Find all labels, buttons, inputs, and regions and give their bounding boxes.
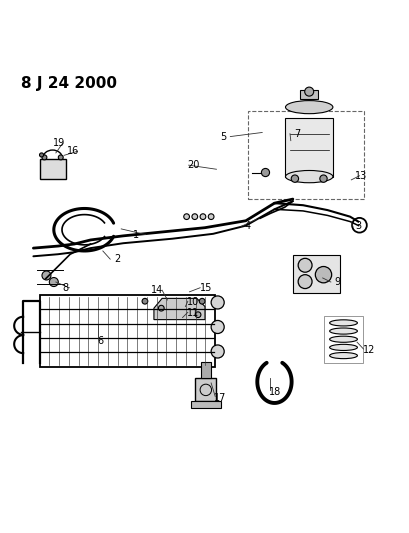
Circle shape [297, 259, 311, 272]
Circle shape [58, 155, 63, 160]
Circle shape [211, 320, 224, 334]
Circle shape [290, 175, 298, 182]
Text: 19: 19 [52, 138, 65, 148]
Circle shape [158, 305, 164, 311]
Text: 9: 9 [334, 277, 340, 287]
Ellipse shape [329, 344, 357, 351]
Text: 3: 3 [354, 221, 360, 231]
Bar [200, 362, 210, 378]
Circle shape [208, 214, 213, 220]
Circle shape [319, 175, 326, 182]
Text: 4: 4 [244, 221, 250, 231]
Bar [195, 378, 216, 401]
Text: 13: 13 [354, 171, 366, 181]
Text: 6: 6 [97, 336, 103, 346]
Ellipse shape [329, 328, 357, 334]
Circle shape [183, 214, 189, 220]
Bar [247, 111, 364, 199]
Text: 16: 16 [67, 146, 79, 156]
Text: 15: 15 [199, 282, 211, 293]
Circle shape [42, 271, 51, 280]
Circle shape [195, 312, 200, 318]
Bar [39, 159, 66, 179]
Circle shape [200, 214, 205, 220]
Bar [285, 118, 332, 176]
Text: 1: 1 [132, 230, 138, 240]
Circle shape [261, 168, 269, 176]
Ellipse shape [329, 336, 357, 342]
Text: 11: 11 [187, 309, 199, 319]
Bar [39, 295, 215, 367]
Text: 10: 10 [187, 297, 199, 308]
Text: 7: 7 [293, 128, 299, 139]
Polygon shape [153, 298, 204, 320]
Text: 20: 20 [187, 160, 199, 170]
Circle shape [304, 87, 313, 96]
Circle shape [211, 296, 224, 309]
Ellipse shape [285, 101, 332, 114]
Circle shape [191, 214, 197, 220]
Text: 12: 12 [362, 345, 375, 356]
Polygon shape [292, 255, 339, 293]
Text: 5: 5 [220, 132, 226, 142]
Text: 17: 17 [214, 393, 226, 403]
Circle shape [49, 278, 58, 287]
Text: 8 J 24 2000: 8 J 24 2000 [21, 77, 117, 92]
Circle shape [211, 345, 224, 358]
Bar [324, 316, 362, 362]
Text: 8: 8 [62, 282, 68, 293]
Text: 2: 2 [114, 254, 120, 264]
Ellipse shape [329, 352, 357, 359]
Circle shape [42, 155, 47, 160]
Text: 14: 14 [150, 285, 162, 295]
Text: 18: 18 [268, 387, 281, 398]
Circle shape [315, 266, 331, 283]
Ellipse shape [285, 171, 332, 183]
Bar [191, 400, 220, 408]
Ellipse shape [329, 320, 357, 326]
Bar [299, 90, 317, 99]
Circle shape [199, 298, 204, 304]
Circle shape [142, 298, 147, 304]
Circle shape [39, 153, 43, 157]
Circle shape [297, 274, 311, 288]
